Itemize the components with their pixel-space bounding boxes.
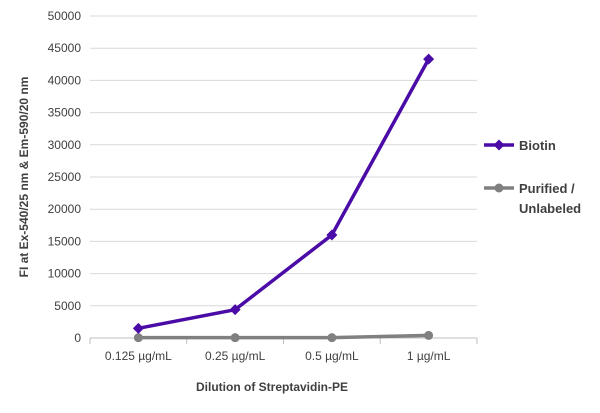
data-point-marker	[423, 53, 435, 65]
series-line-biotin	[138, 58, 431, 331]
y-tick-label: 10000	[48, 267, 82, 281]
x-axis-ticks: 0.125 µg/mL 0.25 µg/mL 0.5 µg/mL 1 µg/mL	[89, 338, 478, 363]
x-axis-title: Dilution of Streptavidin-PE	[196, 380, 348, 394]
x-tick-label: 1 µg/mL	[407, 349, 451, 363]
data-point-marker	[230, 333, 240, 343]
y-tick-label: 15000	[48, 234, 82, 248]
legend-label: Unlabeled	[519, 201, 581, 216]
y-axis-ticks: 0 5000 10000 15000 20000 25000 30000 35000 40000…	[48, 9, 82, 345]
legend: Biotin Purified / Unlabeled	[484, 138, 581, 216]
y-axis-title: FI at Ex-540/25 nm & Em-590/20 nm	[17, 77, 31, 278]
y-tick-label: 0	[74, 331, 81, 345]
legend-swatch-marker	[494, 183, 504, 193]
data-point-marker	[229, 304, 241, 316]
data-point-marker	[424, 330, 434, 340]
data-point-marker	[133, 333, 143, 343]
y-tick-label: 20000	[48, 202, 82, 216]
y-tick-label: 30000	[48, 138, 82, 152]
y-tick-label: 35000	[48, 106, 82, 120]
y-tick-label: 50000	[48, 9, 82, 23]
y-tick-label: 5000	[54, 299, 81, 313]
x-tick-label: 0.125 µg/mL	[105, 349, 172, 363]
series-group	[132, 53, 435, 343]
y-tick-label: 40000	[48, 73, 82, 87]
data-point-marker	[132, 322, 144, 334]
gridlines	[90, 15, 477, 307]
y-tick-label: 45000	[48, 41, 82, 55]
data-point-marker	[326, 229, 338, 241]
y-tick-label: 25000	[48, 170, 82, 184]
legend-swatch-marker	[493, 139, 505, 151]
legend-label: Biotin	[519, 138, 556, 153]
legend-label: Purified /	[519, 181, 575, 196]
x-tick-label: 0.5 µg/mL	[305, 349, 359, 363]
x-tick-label: 0.25 µg/mL	[205, 349, 266, 363]
series-line-purified-unlabeled	[138, 333, 429, 340]
data-point-marker	[327, 333, 337, 343]
